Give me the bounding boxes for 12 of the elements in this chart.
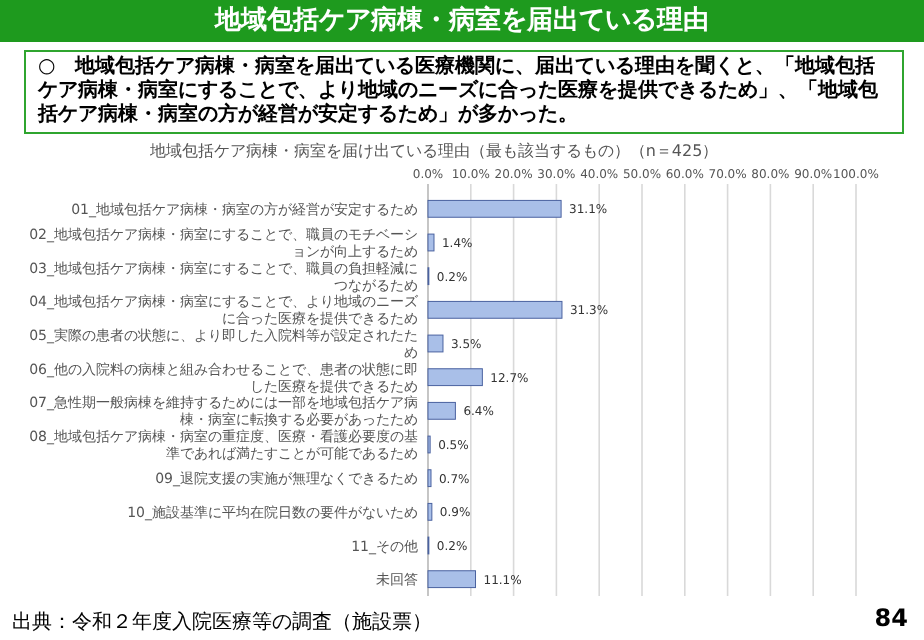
- bar: [427, 300, 563, 319]
- source-note: 出典：令和２年度入院医療等の調査（施設票）: [12, 609, 432, 636]
- chart-title: 地域包括ケア病棟・病室を届出ている理由: [0, 0, 924, 42]
- bar: [427, 570, 477, 589]
- bar: [427, 199, 562, 218]
- x-axis-title: 地域包括ケア病棟・病室を届け出ている理由（最も該当するもの）（n＝425）: [147, 142, 719, 160]
- bar: [427, 233, 435, 252]
- bar: [427, 334, 444, 353]
- bar: [427, 401, 456, 420]
- chart-subtitle: ○ 地域包括ケア病棟・病室を届出ている医療機関に、届出ている理由を聞くと、「地域包括ケア病棟・病室にすることで、より地域のニーズに合った医療を提供できるため」、「地域包括ケア病棟・病室の方が経営が安定するため」が多かった。: [24, 50, 904, 134]
- text: 84: [874, 604, 908, 632]
- bar: [427, 368, 483, 387]
